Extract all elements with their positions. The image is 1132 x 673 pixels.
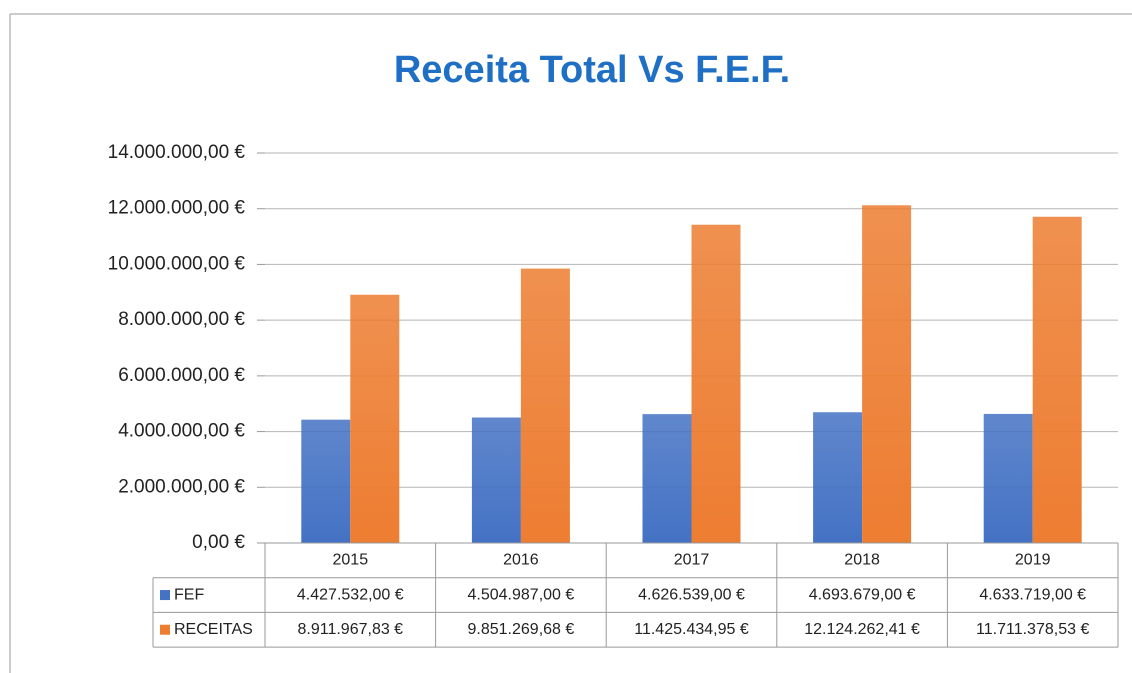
data-label: 11.711.378,53 €: [976, 621, 1089, 638]
bar: [983, 413, 1033, 543]
bar: [471, 417, 521, 543]
data-label: 4.427.532,00 €: [297, 586, 404, 603]
x-tick-label: 2019: [1015, 552, 1051, 569]
y-tick-label: 12.000.000,00 €: [108, 198, 246, 219]
y-tick-label: 2.000.000,00 €: [118, 476, 245, 497]
data-label: 9.851.269,68 €: [468, 621, 575, 638]
legend-label: RECEITAS: [174, 621, 253, 638]
legend-key: [160, 590, 170, 601]
data-label: 4.504.987,00 €: [468, 586, 575, 603]
y-tick-label: 4.000.000,00 €: [118, 421, 245, 442]
data-label: 4.693.679,00 €: [809, 586, 916, 603]
data-label: 4.633.719,00 €: [979, 586, 1086, 603]
y-tick-label: 14.000.000,00 €: [108, 142, 246, 163]
y-tick-label: 10.000.000,00 €: [108, 253, 246, 274]
bar: [350, 294, 400, 543]
bar: [520, 268, 570, 543]
bar: [301, 419, 351, 543]
data-label: 12.124.262,41 €: [804, 621, 920, 638]
y-tick-label: 8.000.000,00 €: [118, 309, 245, 330]
bar: [862, 205, 912, 543]
x-tick-label: 2015: [333, 552, 369, 569]
legend-label: FEF: [174, 586, 204, 603]
x-tick-label: 2018: [844, 552, 880, 569]
bar: [642, 414, 692, 543]
legend-key: [160, 624, 170, 635]
bar: [1032, 216, 1082, 543]
bar: [691, 224, 741, 543]
chart-title: Receita Total Vs F.E.F.: [394, 49, 790, 91]
data-label: 8.911.967,83 €: [298, 621, 404, 638]
data-label: 4.626.539,00 €: [638, 586, 745, 603]
bar: [813, 412, 863, 543]
x-tick-label: 2017: [674, 552, 710, 569]
y-tick-label: 0,00 €: [192, 532, 245, 553]
y-tick-label: 6.000.000,00 €: [118, 365, 245, 386]
x-tick-label: 2016: [503, 552, 539, 569]
data-label: 11.425.434,95 €: [634, 621, 749, 638]
